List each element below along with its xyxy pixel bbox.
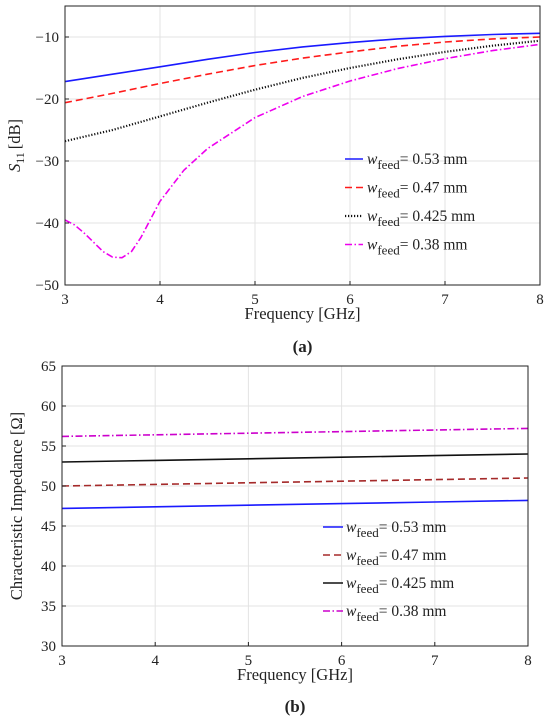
series-line-0-38-mm [61, 427, 529, 438]
caption-b: (b) [285, 697, 306, 716]
legend-label: wfeed= 0.38 mm [367, 237, 467, 258]
legend-b: wfeed= 0.53 mm wfeed= 0.47 mm wfeed= 0.425… [323, 519, 454, 624]
x-tick-label: 5 [245, 653, 253, 669]
x-tick-label: 5 [251, 292, 259, 308]
plot-area-b [62, 366, 528, 646]
y-tick-label: −30 [36, 154, 59, 170]
legend-label: wfeed= 0.53 mm [346, 519, 446, 540]
series-line-0-425-mm [64, 39, 541, 143]
x-tick-label: 6 [338, 653, 346, 669]
y-tick-label: −10 [36, 30, 59, 46]
y-axis-label-b: Chracteristic Impedance [Ω] [7, 412, 26, 600]
y-tick-label: −40 [36, 216, 59, 232]
plot-frame-a [64, 5, 541, 286]
x-ticks-b: 3 4 5 6 7 8 [58, 642, 532, 669]
y-tick-label: 50 [41, 479, 56, 495]
x-tick-label: 8 [536, 292, 544, 308]
x-tick-label: 7 [431, 653, 439, 669]
x-axis-label-b: Frequency [GHz] [237, 665, 353, 684]
series-line-0-53-mm [61, 499, 529, 510]
series-line-0-38-mm [64, 43, 541, 259]
legend-label: wfeed= 0.38 mm [346, 603, 446, 624]
series-line-0-425-mm [61, 453, 529, 463]
series-group-a [64, 32, 541, 259]
x-axis-label-a: Frequency [GHz] [245, 304, 361, 323]
x-tick-label: 4 [156, 292, 164, 308]
x-tick-label: 4 [151, 653, 159, 669]
series-line-0-47-mm [61, 477, 529, 487]
legend-label: wfeed= 0.47 mm [367, 180, 467, 201]
y-ticks-b: 65 60 55 50 45 40 35 30 [41, 359, 66, 655]
caption-a: (a) [293, 337, 313, 356]
y-tick-label: −20 [36, 92, 59, 108]
x-tick-label: 3 [61, 292, 69, 308]
x-ticks-a: 3 4 5 6 7 8 [61, 281, 544, 308]
y-tick-label: 55 [41, 439, 56, 455]
legend-label: wfeed= 0.425 mm [346, 575, 454, 596]
x-tick-label: 6 [346, 292, 354, 308]
y-ticks-a: −10 −20 −30 −40 −50 [36, 30, 69, 294]
x-tick-label: 3 [58, 653, 66, 669]
series-line-0-47-mm [64, 36, 541, 104]
x-tick-label: 8 [524, 653, 532, 669]
y-tick-label: 40 [41, 559, 56, 575]
y-tick-label: −50 [36, 278, 59, 294]
series-group-b [61, 427, 529, 510]
legend-label: wfeed= 0.53 mm [367, 151, 467, 172]
y-tick-label: 45 [41, 519, 56, 535]
y-tick-label: 35 [41, 599, 56, 615]
legend-label: wfeed= 0.425 mm [367, 208, 475, 229]
y-tick-label: 30 [41, 639, 56, 655]
y-tick-label: 60 [41, 399, 56, 415]
y-tick-label: 65 [41, 359, 56, 375]
x-tick-label: 7 [441, 292, 449, 308]
plot-area-a [65, 6, 540, 285]
plot-frame-b [61, 365, 529, 647]
legend-a: wfeed= 0.53 mm wfeed= 0.47 mm wfeed= 0.425… [345, 151, 475, 258]
series-line-0-53-mm [64, 32, 541, 83]
legend-label: wfeed= 0.47 mm [346, 547, 446, 568]
y-axis-label-a: S11[dB] [5, 119, 27, 172]
